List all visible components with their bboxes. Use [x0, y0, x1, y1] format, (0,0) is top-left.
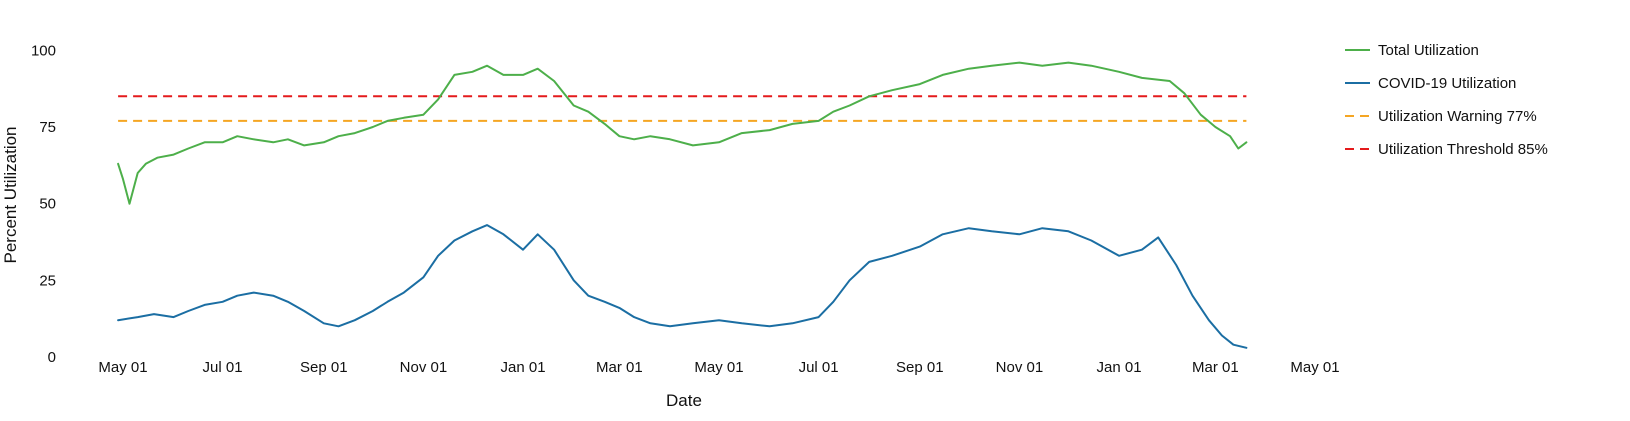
- legend-item: Utilization Warning 77%: [1345, 108, 1537, 125]
- x-tick-label: Nov 01: [400, 359, 448, 376]
- legend-item: Total Utilization: [1345, 42, 1479, 59]
- x-tick-label: Jan 01: [501, 359, 546, 376]
- legend-label: Utilization Threshold 85%: [1378, 141, 1548, 158]
- x-tick-label: Sep 01: [896, 359, 944, 376]
- x-tick-label: May 01: [1290, 359, 1339, 376]
- legend-label: COVID-19 Utilization: [1378, 75, 1516, 92]
- x-tick-label: Nov 01: [996, 359, 1044, 376]
- y-tick-label: 25: [39, 272, 56, 289]
- legend-label: Utilization Warning 77%: [1378, 108, 1537, 125]
- y-axis-ticks: 0 25 50 75 100: [31, 42, 56, 366]
- series-layer: [117, 61, 1248, 349]
- legend-item: COVID-19 Utilization: [1345, 75, 1516, 92]
- x-axis-title: Date: [666, 391, 702, 410]
- x-tick-label: May 01: [98, 359, 147, 376]
- y-tick-label: 100: [31, 42, 56, 59]
- legend-item: Utilization Threshold 85%: [1345, 141, 1548, 158]
- x-tick-label: Mar 01: [1192, 359, 1239, 376]
- legend-label: Total Utilization: [1378, 42, 1479, 59]
- legend: Total Utilization COVID-19 Utilization Uti…: [1345, 42, 1548, 158]
- y-tick-label: 50: [39, 196, 56, 213]
- x-tick-label: May 01: [694, 359, 743, 376]
- y-axis-title: Percent Utilization: [1, 126, 20, 263]
- series-line-total-utilization: [117, 61, 1248, 205]
- x-tick-label: Jul 01: [203, 359, 243, 376]
- series-line-covid-19-utilization: [117, 224, 1248, 349]
- x-tick-label: Jul 01: [799, 359, 839, 376]
- x-axis-ticks: May 01 Jul 01 Sep 01 Nov 01 Jan 01 Mar 01 May …: [98, 359, 1339, 376]
- x-tick-label: Sep 01: [300, 359, 348, 376]
- x-tick-label: Mar 01: [596, 359, 643, 376]
- x-tick-label: Jan 01: [1097, 359, 1142, 376]
- y-tick-label: 0: [48, 349, 56, 366]
- y-tick-label: 75: [39, 119, 56, 136]
